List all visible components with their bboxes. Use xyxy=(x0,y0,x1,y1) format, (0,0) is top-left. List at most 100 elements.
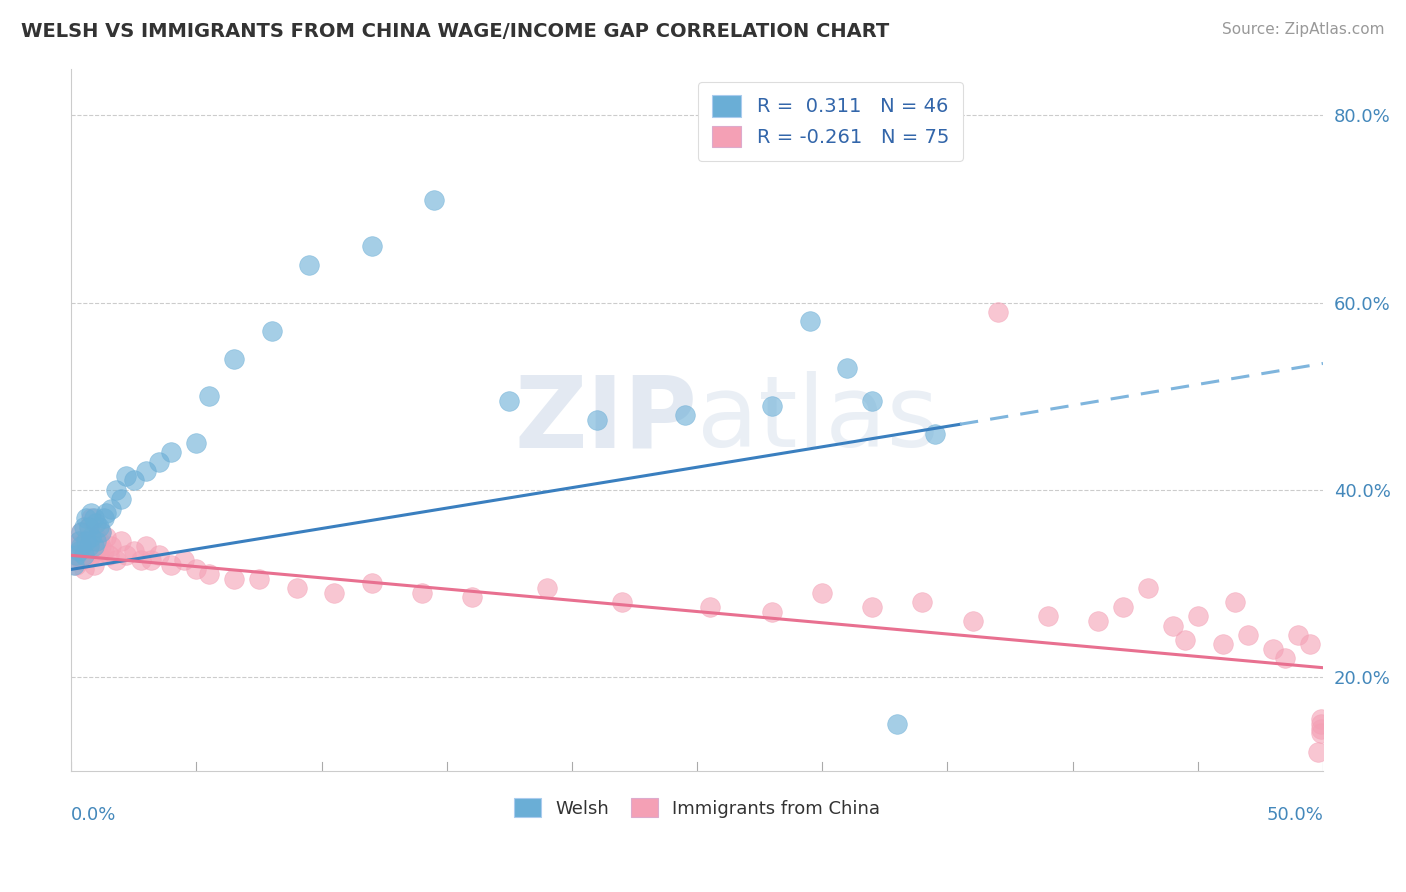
Point xyxy=(100,501,122,516)
Point xyxy=(70,524,93,539)
Point xyxy=(110,534,132,549)
Point xyxy=(75,539,97,553)
Point xyxy=(160,558,183,572)
Point xyxy=(222,351,245,366)
Point xyxy=(67,543,90,558)
Point xyxy=(260,324,283,338)
Point xyxy=(1237,628,1260,642)
Point xyxy=(96,530,118,544)
Point xyxy=(83,558,105,572)
Point xyxy=(673,408,696,422)
Point xyxy=(73,549,96,563)
Point xyxy=(285,581,308,595)
Point xyxy=(298,258,321,272)
Point xyxy=(84,543,107,558)
Point xyxy=(173,553,195,567)
Point xyxy=(1225,595,1247,609)
Point xyxy=(423,193,446,207)
Point xyxy=(837,361,859,376)
Point xyxy=(799,314,821,328)
Point xyxy=(586,412,609,426)
Point xyxy=(1309,712,1331,726)
Point xyxy=(1309,717,1331,731)
Point xyxy=(80,506,103,520)
Point xyxy=(80,534,103,549)
Point xyxy=(141,553,163,567)
Point xyxy=(70,539,93,553)
Point xyxy=(90,539,112,553)
Text: 0.0%: 0.0% xyxy=(72,805,117,824)
Point xyxy=(962,614,984,628)
Point xyxy=(73,534,96,549)
Point xyxy=(986,305,1008,319)
Point xyxy=(75,511,97,525)
Point xyxy=(1187,609,1209,624)
Point xyxy=(186,436,208,450)
Point xyxy=(122,543,145,558)
Point xyxy=(65,558,87,572)
Point xyxy=(811,586,834,600)
Point xyxy=(1036,609,1059,624)
Point xyxy=(1309,726,1331,740)
Point xyxy=(886,717,908,731)
Point xyxy=(461,591,484,605)
Point xyxy=(1286,628,1309,642)
Point xyxy=(186,562,208,576)
Point xyxy=(80,530,103,544)
Point xyxy=(323,586,346,600)
Point xyxy=(1299,637,1322,651)
Point xyxy=(761,399,783,413)
Point xyxy=(360,239,382,253)
Point xyxy=(115,468,138,483)
Point xyxy=(1136,581,1159,595)
Point xyxy=(83,539,105,553)
Point xyxy=(360,576,382,591)
Point xyxy=(75,534,97,549)
Point xyxy=(105,553,128,567)
Point xyxy=(411,586,433,600)
Point xyxy=(93,511,115,525)
Point xyxy=(135,464,157,478)
Point xyxy=(761,605,783,619)
Point xyxy=(84,516,107,530)
Point xyxy=(73,520,96,534)
Point xyxy=(860,599,883,614)
Point xyxy=(148,455,170,469)
Point xyxy=(80,549,103,563)
Text: 50.0%: 50.0% xyxy=(1267,805,1323,824)
Legend: Welsh, Immigrants from China: Welsh, Immigrants from China xyxy=(506,790,887,825)
Point xyxy=(84,530,107,544)
Point xyxy=(1112,599,1135,614)
Point xyxy=(65,539,87,553)
Point xyxy=(67,534,90,549)
Text: WELSH VS IMMIGRANTS FROM CHINA WAGE/INCOME GAP CORRELATION CHART: WELSH VS IMMIGRANTS FROM CHINA WAGE/INCO… xyxy=(21,22,890,41)
Point xyxy=(90,524,112,539)
Point xyxy=(1212,637,1234,651)
Point xyxy=(699,599,721,614)
Point xyxy=(97,549,120,563)
Point xyxy=(62,558,84,572)
Point xyxy=(115,549,138,563)
Point xyxy=(83,539,105,553)
Point xyxy=(77,520,100,534)
Point xyxy=(498,393,520,408)
Point xyxy=(84,534,107,549)
Point xyxy=(247,572,270,586)
Point xyxy=(198,389,221,403)
Point xyxy=(93,543,115,558)
Point xyxy=(1306,745,1329,759)
Point xyxy=(70,524,93,539)
Point xyxy=(1087,614,1109,628)
Point xyxy=(924,426,946,441)
Point xyxy=(1274,651,1296,665)
Point xyxy=(87,520,110,534)
Point xyxy=(122,474,145,488)
Point xyxy=(160,445,183,459)
Point xyxy=(860,393,883,408)
Point xyxy=(62,549,84,563)
Point xyxy=(70,553,93,567)
Point xyxy=(96,506,118,520)
Point xyxy=(65,549,87,563)
Point xyxy=(1161,618,1184,632)
Point xyxy=(67,534,90,549)
